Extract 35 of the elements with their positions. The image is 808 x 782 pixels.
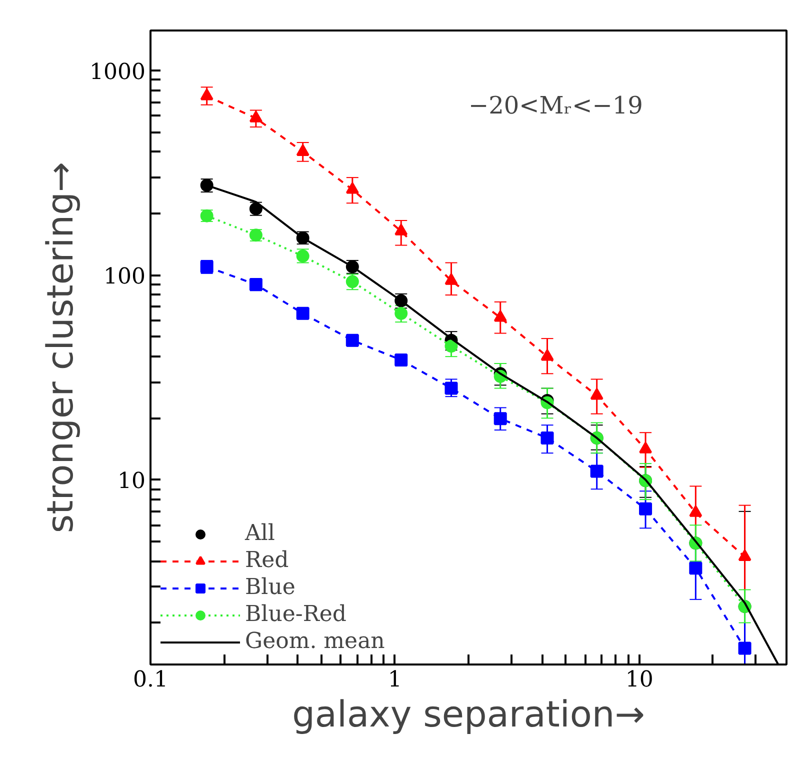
- y-tick-label: 10: [118, 469, 146, 494]
- point: [296, 306, 310, 320]
- legend-label: Blue: [245, 575, 296, 600]
- point: [540, 349, 554, 361]
- point: [590, 388, 604, 400]
- legend-label: Blue-Red: [245, 602, 346, 627]
- y-tick-label: 100: [104, 264, 146, 290]
- y-axis-title: stronger clustering→: [40, 162, 82, 534]
- point: [494, 412, 507, 426]
- point: [540, 431, 554, 444]
- point: [444, 340, 458, 353]
- point: [200, 88, 214, 100]
- x-tick-label: 10: [625, 668, 654, 692]
- point: [296, 144, 310, 156]
- point: [249, 110, 262, 122]
- y-tick-label: 1000: [90, 60, 146, 86]
- x-axis-title: galaxy separation→: [292, 694, 645, 736]
- x-tick-label: 0.1: [133, 668, 168, 692]
- point: [346, 182, 359, 194]
- legend-label: All: [245, 521, 275, 546]
- point: [738, 642, 752, 655]
- x-tick-label: 1: [388, 668, 402, 692]
- point: [394, 224, 408, 236]
- point: [639, 502, 652, 516]
- point: [590, 464, 604, 478]
- point: [444, 273, 458, 285]
- legend-label: Geom. mean: [245, 629, 385, 654]
- point: [394, 306, 408, 320]
- point: [444, 382, 458, 395]
- point: [394, 353, 408, 366]
- point: [346, 275, 359, 288]
- annotation: −20<Mᵣ<−19: [468, 92, 643, 120]
- point: [689, 562, 702, 575]
- legend-label: Red: [245, 548, 289, 573]
- point: [494, 310, 507, 322]
